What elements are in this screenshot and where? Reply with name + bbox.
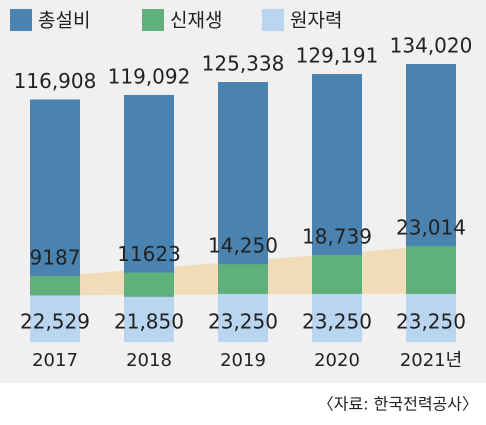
value-label: 21,850 — [114, 310, 184, 334]
source-note: 〈자료: 한국전력공사〉 — [318, 395, 478, 414]
x-tick-label: 2021년 — [400, 350, 462, 371]
value-label: 23,250 — [208, 310, 278, 334]
bar-nuclear — [124, 296, 174, 342]
value-label: 116,908 — [14, 69, 97, 93]
x-tick-label: 2020 — [314, 350, 360, 371]
bar-renewable — [30, 276, 80, 296]
bar-renewable — [124, 272, 174, 297]
legend-swatch — [10, 9, 32, 31]
value-label: 23,014 — [396, 216, 466, 240]
value-label: 119,092 — [108, 64, 191, 88]
value-label: 125,338 — [202, 52, 285, 76]
value-label: 11623 — [117, 242, 181, 266]
legend-label: 총설비 — [38, 10, 90, 32]
value-label: 23,250 — [302, 310, 372, 334]
bar-renewable — [312, 254, 362, 294]
bar-nuclear — [312, 293, 362, 342]
x-tick-label: 2019 — [220, 350, 266, 371]
bar-renewable — [218, 264, 268, 294]
legend-swatch — [262, 9, 284, 31]
value-label: 18,739 — [302, 224, 372, 248]
bar-nuclear — [218, 293, 268, 342]
legend-label: 원자력 — [290, 10, 342, 32]
legend-swatch — [142, 9, 164, 31]
bar-nuclear — [30, 295, 80, 342]
value-label: 9187 — [30, 246, 81, 270]
legend-label: 신재생 — [170, 10, 222, 32]
value-label: 22,529 — [20, 310, 90, 334]
value-label: 129,191 — [296, 44, 379, 68]
bar-renewable — [406, 246, 456, 294]
value-label: 134,020 — [390, 34, 473, 58]
value-label: 23,250 — [396, 310, 466, 334]
value-label: 14,250 — [208, 234, 278, 258]
x-tick-label: 2018 — [126, 350, 172, 371]
bar-nuclear — [406, 293, 456, 342]
x-tick-label: 2017 — [32, 350, 78, 371]
